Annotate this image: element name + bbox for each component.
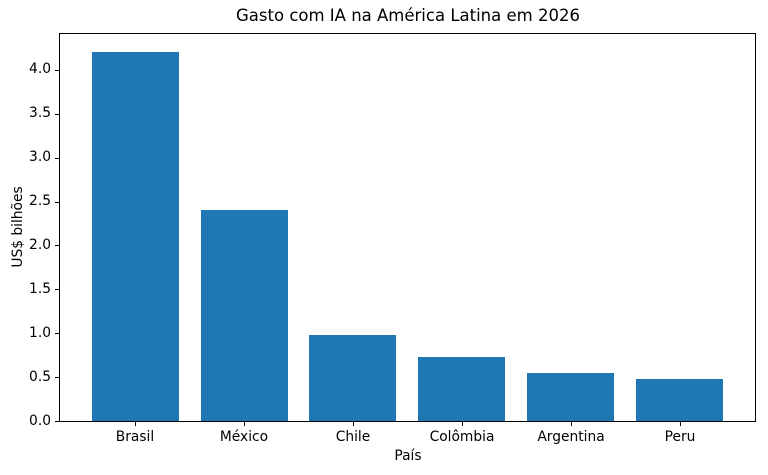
x-tick-mark bbox=[571, 422, 572, 426]
x-tick-label: Brasil bbox=[115, 429, 155, 445]
x-tick-mark bbox=[244, 422, 245, 426]
x-tick-mark bbox=[462, 422, 463, 426]
x-tick-label: Chile bbox=[335, 429, 371, 445]
bar-peru bbox=[636, 379, 723, 421]
x-tick-label: Peru bbox=[664, 429, 696, 445]
y-tick-label: 3.0 bbox=[29, 149, 51, 165]
y-tick-mark bbox=[55, 158, 59, 159]
bar-chile bbox=[309, 335, 396, 421]
x-tick-mark bbox=[680, 422, 681, 426]
y-tick-label: 1.5 bbox=[29, 281, 51, 297]
y-tick-mark bbox=[55, 245, 59, 246]
y-tick-label: 3.5 bbox=[29, 105, 51, 121]
y-tick-mark bbox=[55, 114, 59, 115]
y-tick-label: 0.5 bbox=[29, 369, 51, 385]
plot-area bbox=[59, 33, 756, 422]
y-tick-label: 0.0 bbox=[29, 413, 51, 429]
y-tick-mark bbox=[55, 202, 59, 203]
x-tick-label: México bbox=[219, 429, 269, 445]
y-tick-mark bbox=[55, 377, 59, 378]
bar-colombia bbox=[418, 357, 505, 421]
x-tick-label: Argentina bbox=[537, 429, 605, 445]
x-tick-label: Colômbia bbox=[429, 429, 495, 445]
y-tick-label: 2.0 bbox=[29, 237, 51, 253]
y-tick-mark bbox=[55, 333, 59, 334]
x-tick-mark bbox=[135, 422, 136, 426]
bar-argentina bbox=[527, 373, 614, 421]
y-tick-label: 2.5 bbox=[29, 193, 51, 209]
y-tick-mark bbox=[55, 70, 59, 71]
bar-mexico bbox=[201, 210, 288, 421]
x-axis-label: País bbox=[394, 448, 422, 464]
x-tick-mark bbox=[353, 422, 354, 426]
y-tick-label: 1.0 bbox=[29, 325, 51, 341]
y-tick-mark bbox=[55, 421, 59, 422]
bar-brasil bbox=[92, 52, 179, 421]
y-tick-label: 4.0 bbox=[29, 61, 51, 77]
y-tick-mark bbox=[55, 289, 59, 290]
chart-title: Gasto com IA na América Latina em 2026 bbox=[236, 6, 580, 25]
